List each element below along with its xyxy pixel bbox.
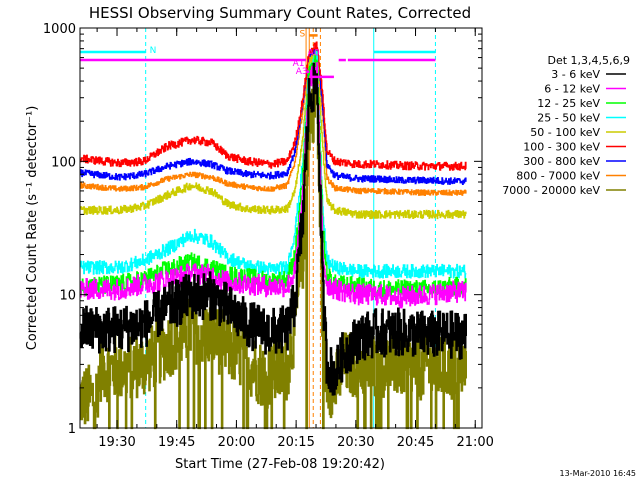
legend-entry-label: 50 - 100 keV — [530, 126, 600, 139]
legend-entry-label: 300 - 800 keV — [523, 155, 600, 168]
series-line — [79, 78, 467, 430]
legend-entry-label: 6 - 12 keV — [544, 83, 600, 96]
legend-entry-label: 100 - 300 keV — [523, 141, 600, 154]
series-line — [79, 41, 467, 171]
y-tick-label: 1000 — [43, 22, 76, 37]
series-line — [79, 47, 467, 185]
state-label-a1: A1 — [293, 59, 305, 69]
x-tick-label: 19:45 — [158, 435, 195, 450]
x-tick-label: 20:15 — [277, 435, 314, 450]
x-tick-label: 19:30 — [98, 435, 135, 450]
state-label-a3: A3 — [296, 67, 308, 77]
plot-frame — [79, 27, 483, 429]
legend-entry-label: 3 - 6 keV — [551, 68, 600, 81]
series-line — [79, 50, 467, 220]
legend-entry-label: 7000 - 20000 keV — [502, 184, 600, 197]
y-tick-label: 100 — [51, 155, 76, 170]
y-axis-label: Corrected Count Rate (s⁻¹ detector⁻¹) — [25, 106, 40, 351]
chart-title: HESSI Observing Summary Count Rates, Cor… — [89, 4, 471, 22]
x-tick-label: 20:00 — [218, 435, 255, 450]
x-axis: 19:30 19:45 20:00 20:15 20:30 20:45 21:00 — [96, 28, 494, 450]
legend-title: Det 1,3,4,5,6,9 — [547, 54, 630, 67]
series-line — [79, 62, 467, 396]
series-line — [79, 50, 467, 279]
x-tick-label: 20:30 — [337, 435, 374, 450]
footer-date: 13-Mar-2010 16:45 — [560, 469, 637, 478]
y-axis: 1 10 100 1000 — [43, 22, 482, 437]
state-label-a0: A0 — [308, 49, 320, 59]
legend-entry-label: 12 - 25 keV — [537, 97, 600, 110]
x-tick-label: 20:45 — [397, 435, 434, 450]
x-tick-label: 21:00 — [456, 435, 493, 450]
series-line — [79, 62, 467, 309]
series-line — [79, 48, 467, 196]
y-tick-label: 10 — [59, 289, 76, 304]
legend-entry-label: 25 - 50 keV — [537, 112, 600, 125]
state-label-n: N — [150, 46, 157, 56]
legend-entry-label: 800 - 7000 keV — [516, 170, 600, 183]
state-label-s: S — [300, 30, 306, 40]
x-axis-label: Start Time (27-Feb-08 19:20:42) — [175, 457, 385, 472]
y-tick-label: 1 — [68, 422, 76, 437]
